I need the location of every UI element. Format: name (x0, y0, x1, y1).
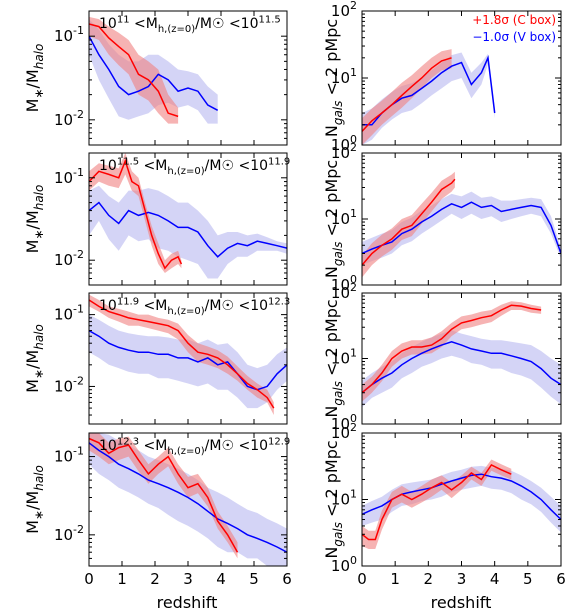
series-line-blue (362, 201, 561, 255)
y-tick-label: 101 (331, 207, 357, 228)
x-axis-title-left: redshift (157, 593, 218, 612)
series-line-blue (89, 442, 287, 553)
series-line-red (362, 464, 512, 541)
y-tick-label: 101 (331, 347, 357, 368)
plot-area (362, 49, 496, 145)
band-red (362, 459, 512, 549)
panel-title: 1011.5 <Mh,(z=0)/M☉ <1011.9 (99, 157, 290, 177)
panel-left-1: 10-2 10-1 1011 <Mh,(z=0)/M☉ <1011.5 M∗/Mhal… (23, 10, 288, 146)
panel-left-3: 10-2 10-1 1011.9 <Mh,(z=0)/M☉ <1012.3 M∗/Mh… (23, 292, 290, 425)
y-tick-label: 100 (331, 133, 357, 154)
x-tick-label: 3 (457, 570, 467, 588)
y-tick-label: 10-1 (54, 166, 84, 187)
x-tick-label: 0 (357, 570, 367, 588)
band-blue (362, 465, 561, 533)
x-tick-label: 6 (282, 570, 292, 588)
band-red (89, 433, 238, 559)
y-tick-label: 10-2 (54, 374, 84, 395)
plot-area (89, 153, 287, 279)
y-tick-label: 10-1 (54, 445, 84, 466)
x-tick-label: 2 (150, 570, 160, 588)
y-axis-title-left: M∗/Mhalo (23, 465, 46, 534)
band-red (362, 301, 542, 402)
band-red (362, 171, 455, 278)
y-tick-label: 102 (331, 281, 357, 302)
band-red (89, 16, 179, 124)
plot-area (362, 171, 561, 278)
x-tick-label: 2 (424, 570, 434, 588)
plot-area (362, 301, 561, 408)
series-line-red (89, 23, 179, 118)
plot-area (89, 16, 219, 124)
series-line-red (362, 57, 452, 132)
y-axis-title-left: M∗/Mhalo (23, 185, 46, 254)
series-line-red (362, 304, 542, 394)
y-tick-label: 102 (331, 0, 357, 20)
y-axis-title-right: Ngals < 2 pMpc (322, 160, 345, 278)
y-tick-label: 101 (331, 66, 357, 87)
y-axis-title-right: Ngals < 2 pMpc (322, 440, 345, 558)
x-tick-label: 4 (490, 570, 500, 588)
band-blue (89, 185, 287, 279)
series-line-red (89, 299, 275, 409)
x-tick-label: 0 (84, 570, 94, 588)
series-line-blue (89, 201, 287, 258)
plot-area (362, 459, 561, 549)
y-tick-label: 10-1 (54, 303, 84, 324)
panel-title: 1012.3 <Mh,(z=0)/M☉ <1012.9 (99, 437, 290, 457)
y-axis-title-right: Ngals < 2 pMpc (322, 299, 345, 417)
panel-title: 1011.9 <Mh,(z=0)/M☉ <1012.3 (99, 297, 290, 317)
x-tick-label: 6 (556, 570, 566, 588)
x-tick-label: 5 (523, 570, 533, 588)
x-tick-label: 3 (183, 570, 193, 588)
y-tick-label: 100 (331, 273, 357, 294)
band-blue (362, 330, 561, 408)
y-tick-label: 102 (331, 421, 357, 442)
panel-title: 1011 <Mh,(z=0)/M☉ <1011.5 (99, 15, 281, 35)
x-tick-label: 1 (117, 570, 127, 588)
panel-left-2: 10-2 10-1 1011.5 <Mh,(z=0)/M☉ <1011.9 M∗/Mh… (23, 152, 290, 286)
legend: +1.8σ (C box) −1.0σ (V box) (472, 13, 556, 44)
y-tick-label: 10-1 (54, 24, 84, 45)
y-tick-label: 10-2 (54, 108, 84, 129)
series-line-blue (89, 329, 287, 391)
x-tick-label: 1 (390, 570, 400, 588)
y-axis-title-left: M∗/Mhalo (23, 44, 46, 113)
panel-left-4: 0 1 2 3 4 5 6 10-2 10-1 1012.3 <Mh,(z=0)/M☉ <1012… (23, 432, 292, 588)
series-line-red (362, 178, 456, 266)
series-line-blue (362, 341, 561, 394)
y-axis-title-left: M∗/Mhalo (23, 324, 46, 393)
x-tick-label: 4 (216, 570, 226, 588)
y-tick-label: 10-2 (54, 523, 84, 544)
x-tick-label: 5 (249, 570, 259, 588)
y-tick-label: 101 (331, 488, 357, 509)
y-tick-label: 102 (331, 141, 357, 162)
band-red (89, 153, 182, 273)
panels-layer: 10-2 10-1 1011 <Mh,(z=0)/M☉ <1011.5 M∗/Mhal… (23, 0, 566, 588)
series-line-blue (89, 35, 219, 111)
series-line-red (89, 437, 239, 553)
band-red (89, 294, 274, 415)
plot-area (89, 433, 287, 566)
y-axis-title-right: Ngals < 2 pMpc (322, 19, 345, 137)
y-tick-label: 100 (331, 412, 357, 433)
legend-label-blue: −1.0σ (V box) (472, 30, 556, 44)
x-axis-title-right: redshift (431, 593, 492, 612)
plot-area (89, 294, 287, 415)
band-blue (362, 191, 561, 266)
band-blue (89, 314, 287, 409)
series-line-red (89, 158, 183, 270)
band-blue (362, 52, 495, 145)
y-tick-label: 10-2 (54, 248, 84, 269)
legend-label-red: +1.8σ (C box) (472, 13, 556, 27)
y-tick-label: 100 (331, 554, 357, 575)
